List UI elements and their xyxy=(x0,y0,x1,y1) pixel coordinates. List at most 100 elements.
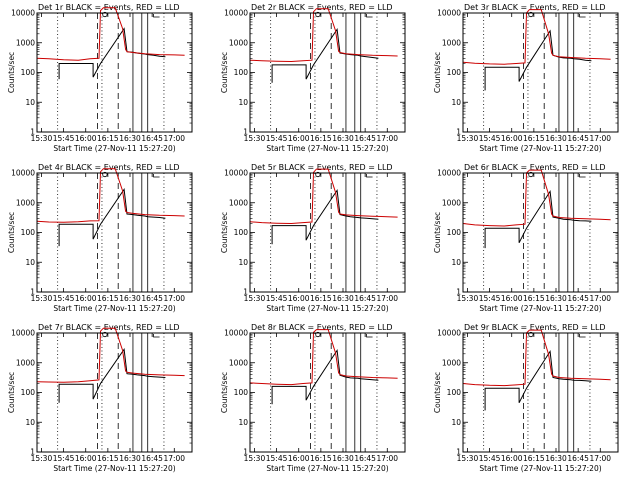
event-lines xyxy=(463,9,611,132)
x-tick-label: 15:45 xyxy=(53,134,75,143)
x-tick-label: 16:45 xyxy=(354,134,376,143)
y-tick-label: 1 xyxy=(30,448,35,457)
x-tick-label: 16:30 xyxy=(545,454,567,463)
x-tick-label: 15:30 xyxy=(457,134,479,143)
y-tick-label: 100 xyxy=(447,388,462,397)
y-tick-label: 1000 xyxy=(16,358,35,367)
x-tick-label: 16:30 xyxy=(545,134,567,143)
x-tick-label: 16:00 xyxy=(288,134,310,143)
chart-title: Det 3r BLACK = Events, RED = LLD xyxy=(464,3,606,12)
y-tick-label: 10 xyxy=(451,418,461,427)
y-tick-label: 1000 xyxy=(229,38,248,47)
chart-title: Det 6r BLACK = Events, RED = LLD xyxy=(464,163,606,172)
x-tick-label: 16:30 xyxy=(119,294,141,303)
y-tick-label: 1000 xyxy=(229,358,248,367)
plot-frame xyxy=(249,172,406,293)
y-tick-label: 1000 xyxy=(442,38,461,47)
chart-title: Det 7r BLACK = Events, RED = LLD xyxy=(38,323,180,332)
marker-circle xyxy=(102,11,108,18)
x-tick-label: 16:15 xyxy=(523,134,545,143)
x-tick-label: 15:45 xyxy=(479,454,501,463)
x-tick-label: 17:00 xyxy=(163,294,185,303)
y-tick-label: 10 xyxy=(25,258,35,267)
x-tick-label: 16:00 xyxy=(288,454,310,463)
chart-svg: Det 8r BLACK = Events, RED = LLD 1 10 100 10… xyxy=(220,323,406,473)
y-tick-label: 100 xyxy=(21,68,36,77)
plot-frame xyxy=(462,332,619,453)
lld-series-line xyxy=(250,8,398,63)
lld-series-line xyxy=(463,169,611,227)
plot-frame xyxy=(249,332,406,453)
x-tick-label: 15:30 xyxy=(244,454,266,463)
marker-circle xyxy=(528,171,534,178)
x-axis-label: Start Time (27-Nov-11 15:27:20) xyxy=(266,464,388,473)
y-tick-label: 10 xyxy=(238,98,248,107)
event-lines xyxy=(250,168,398,292)
marker-bracket xyxy=(579,174,586,178)
y-axis-label: Counts/sec xyxy=(7,52,16,93)
x-axis-label: Start Time (27-Nov-11 15:27:20) xyxy=(53,144,175,153)
lld-series-line xyxy=(37,7,185,61)
event-lines xyxy=(463,169,611,292)
y-tick-label: 10 xyxy=(238,418,248,427)
x-tick-label: 17:00 xyxy=(589,294,611,303)
x-tick-label: 16:30 xyxy=(332,294,354,303)
y-tick-label: 1 xyxy=(243,448,248,457)
x-tick-label: 15:45 xyxy=(266,454,288,463)
x-tick-label: 15:30 xyxy=(31,134,53,143)
lld-series-line xyxy=(37,327,185,383)
y-tick-label: 100 xyxy=(234,228,249,237)
x-tick-label: 16:45 xyxy=(141,134,163,143)
x-tick-label: 17:00 xyxy=(163,454,185,463)
x-tick-label: 15:45 xyxy=(266,294,288,303)
events-series-line xyxy=(484,189,592,249)
y-axis-label: Counts/sec xyxy=(220,52,229,93)
x-tick-label: 15:30 xyxy=(31,294,53,303)
plot-frame xyxy=(36,332,193,453)
events-series-line xyxy=(58,188,166,247)
x-axis-label: Start Time (27-Nov-11 15:27:20) xyxy=(266,144,388,153)
detector-panel: Det 7r BLACK = Events, RED = LLD 1 10 100 10… xyxy=(0,320,213,480)
y-tick-label: 1000 xyxy=(16,198,35,207)
chart-svg: Det 4r BLACK = Events, RED = LLD 1 10 100 10… xyxy=(7,163,193,313)
y-tick-label: 10 xyxy=(238,258,248,267)
marker-circle xyxy=(315,331,321,338)
y-tick-label: 10 xyxy=(451,258,461,267)
x-tick-label: 15:45 xyxy=(479,294,501,303)
chart-title: Det 4r BLACK = Events, RED = LLD xyxy=(38,163,180,172)
x-tick-label: 16:30 xyxy=(119,134,141,143)
marker-bracket xyxy=(366,174,373,178)
y-tick-label: 10 xyxy=(25,98,35,107)
y-tick-label: 1 xyxy=(456,288,461,297)
x-tick-label: 17:00 xyxy=(589,454,611,463)
y-tick-label: 100 xyxy=(447,68,462,77)
events-series-line xyxy=(58,348,166,403)
events-series-line xyxy=(484,349,592,411)
event-lines xyxy=(250,329,398,452)
x-tick-label: 17:00 xyxy=(376,454,398,463)
events-series-line xyxy=(484,29,592,91)
x-tick-label: 17:00 xyxy=(163,134,185,143)
x-tick-label: 16:45 xyxy=(141,454,163,463)
y-tick-label: 10000 xyxy=(224,9,248,18)
y-tick-label: 1 xyxy=(243,128,248,137)
x-tick-label: 15:30 xyxy=(244,134,266,143)
x-tick-label: 16:00 xyxy=(75,134,97,143)
detector-panel: Det 1r BLACK = Events, RED = LLD 1 10 100 10… xyxy=(0,0,213,160)
x-tick-label: 16:30 xyxy=(332,134,354,143)
marker-bracket xyxy=(366,14,373,18)
event-lines xyxy=(250,8,398,132)
y-axis-label: Counts/sec xyxy=(220,212,229,253)
chart-title: Det 2r BLACK = Events, RED = LLD xyxy=(251,3,393,12)
y-tick-label: 1 xyxy=(243,288,248,297)
x-tick-label: 15:30 xyxy=(457,294,479,303)
y-tick-label: 100 xyxy=(234,68,249,77)
y-tick-label: 10000 xyxy=(224,329,248,338)
y-tick-label: 10 xyxy=(25,418,35,427)
y-tick-label: 1 xyxy=(456,128,461,137)
x-tick-label: 16:45 xyxy=(354,454,376,463)
events-series-line xyxy=(271,348,379,405)
marker-bracket xyxy=(579,334,586,338)
y-tick-label: 1 xyxy=(456,448,461,457)
chart-svg: Det 7r BLACK = Events, RED = LLD 1 10 100 10… xyxy=(7,323,193,473)
